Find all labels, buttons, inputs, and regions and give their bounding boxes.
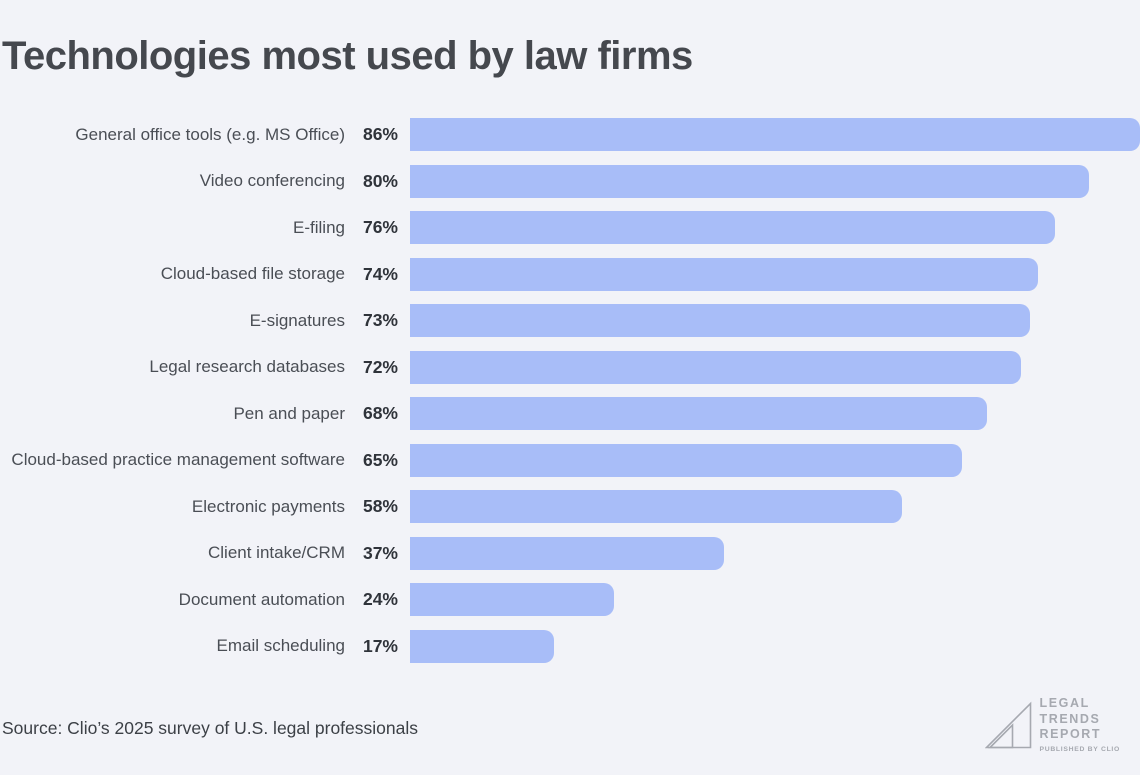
bar-row: Cloud-based practice management software… (0, 443, 1140, 477)
value-label: 80% (362, 170, 398, 191)
bar-row: E-signatures 73% (0, 304, 1140, 337)
triangles-logo-icon (985, 701, 1032, 749)
bar (410, 583, 614, 616)
bar-row: Electronic payments 58% (0, 490, 1140, 523)
category-label: Email scheduling (216, 636, 345, 655)
logo-text: LEGAL TRENDS REPORT PUBLISHED BY CLIO (1039, 696, 1120, 753)
category-label: Electronic payments (191, 496, 345, 516)
bar (410, 443, 962, 477)
bar-track (410, 629, 1140, 663)
bar-track (410, 304, 1140, 337)
value-label: 73% (362, 310, 398, 330)
bar (410, 257, 1039, 291)
logo-line-trends: TRENDS (1039, 711, 1101, 726)
value-label: 68% (362, 403, 398, 423)
bar-track (410, 443, 1140, 477)
bar (410, 350, 1022, 384)
value-label: 58% (362, 496, 398, 516)
bar-row: Video conferencing 80% (0, 164, 1140, 198)
bar (410, 164, 1090, 198)
value-label: 86% (362, 124, 398, 144)
value-label: 17% (362, 635, 398, 656)
bar-chart: General office tools (e.g. MS Office) 86%… (0, 118, 1140, 663)
bar-track (410, 583, 1140, 616)
bar-track (410, 164, 1140, 198)
logo-tagline: PUBLISHED BY CLIO (1039, 745, 1120, 753)
value-label: 76% (362, 217, 398, 237)
value-label: 72% (362, 356, 398, 377)
bar (410, 629, 555, 663)
category-label: Cloud-based practice management software (11, 450, 345, 469)
legal-trends-report-logo: LEGAL TRENDS REPORT PUBLISHED BY CLIO (985, 696, 1120, 753)
bar-track (410, 211, 1140, 244)
bar-row: General office tools (e.g. MS Office) 86% (0, 118, 1140, 151)
category-label: Cloud-based file storage (160, 264, 345, 283)
bar (410, 118, 1140, 151)
bar-row: Document automation 24% (0, 583, 1140, 616)
bar-track (410, 118, 1140, 151)
logo-line-legal: LEGAL (1039, 696, 1090, 710)
bar (410, 304, 1030, 337)
bar-track (410, 536, 1140, 570)
bar-track (410, 490, 1140, 523)
source-note: Source: Clio’s 2025 survey of U.S. legal… (2, 718, 419, 738)
bar (410, 397, 988, 430)
category-label: General office tools (e.g. MS Office) (75, 124, 345, 144)
bar (410, 490, 903, 523)
value-label: 65% (362, 449, 398, 470)
category-label: E-signatures (249, 310, 345, 330)
bar (410, 211, 1056, 244)
chart-title: Technologies most used by law firms (2, 34, 693, 78)
bar-row: Cloud-based file storage 74% (0, 257, 1140, 291)
category-label: Document automation (178, 589, 345, 609)
bar (410, 536, 725, 570)
bar-track (410, 397, 1140, 430)
value-label: 74% (362, 263, 398, 284)
category-label: Legal research databases (149, 357, 345, 376)
logo-line-report: REPORT (1039, 727, 1102, 741)
bar-row: Email scheduling 17% (0, 629, 1140, 663)
bar-track (410, 350, 1140, 384)
bar-row: Legal research databases 72% (0, 350, 1140, 384)
category-label: E-filing (293, 217, 345, 237)
value-label: 24% (362, 589, 398, 609)
category-label: Video conferencing (199, 171, 345, 190)
bar-row: E-filing 76% (0, 211, 1140, 244)
bar-track (410, 257, 1140, 291)
value-label: 37% (362, 542, 398, 563)
category-label: Pen and paper (233, 403, 345, 423)
category-label: Client intake/CRM (208, 543, 345, 562)
bar-row: Pen and paper 68% (0, 397, 1140, 430)
bar-row: Client intake/CRM 37% (0, 536, 1140, 570)
